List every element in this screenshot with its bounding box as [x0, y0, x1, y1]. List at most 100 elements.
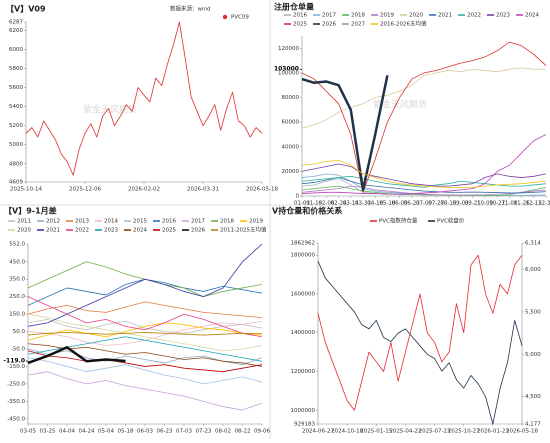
- legend-label: PVC09: [231, 15, 249, 21]
- legend-label: 2019: [380, 13, 394, 19]
- y-tick-label: 350.0: [9, 277, 25, 283]
- series-line: [301, 163, 547, 187]
- legend-label: 2025: [162, 228, 176, 234]
- legend-label: 2026: [191, 228, 205, 234]
- watermark: 紫金天风期货: [373, 99, 427, 111]
- series-line: [301, 67, 546, 129]
- legend-label: 2017: [322, 13, 336, 19]
- legend-label: 2023: [104, 228, 118, 234]
- y2-tick-label: 4,500: [525, 394, 541, 400]
- y-tick-label: 6200: [9, 28, 23, 34]
- legend-label: 2015: [133, 219, 147, 225]
- y-tick-label: 1200000: [291, 369, 316, 375]
- series-line: [27, 301, 263, 318]
- y-tick-label: 150.0: [9, 312, 25, 318]
- x-tick-label: 11-08: [501, 201, 517, 207]
- x-tick-label: 2026-05-18: [246, 187, 278, 193]
- legend-label: PVC收盘价: [437, 217, 465, 225]
- series-line: [301, 177, 547, 194]
- x-tick-label: 07-09: [416, 201, 432, 207]
- x-tick-label: 08-22: [235, 429, 251, 435]
- y-tick-label: 1862962: [291, 241, 316, 247]
- legend-label: 2023: [496, 13, 510, 19]
- legend-label: 2022: [75, 228, 89, 234]
- legend-label: 2020: [17, 228, 31, 234]
- y-tick-label: 1800000: [291, 253, 316, 259]
- x-tick-label: 05-18: [118, 429, 134, 435]
- y-tick-label: 6287: [9, 20, 23, 26]
- legend-label: 2021: [46, 228, 60, 234]
- legend-label: 2016: [293, 13, 307, 19]
- x-tick-label: 05-18: [379, 201, 395, 207]
- x-tick-label: 08-15: [440, 201, 456, 207]
- x-tick-label: 10-09: [477, 201, 493, 207]
- y-tick-label: 1600000: [291, 291, 316, 297]
- x-tick-label: 06-03: [137, 429, 153, 435]
- legend-marker: [222, 14, 228, 20]
- x-tick-label: 04-18: [367, 201, 383, 207]
- series-line: [301, 185, 547, 196]
- y-tick-label: 5800: [9, 66, 23, 72]
- x-tick-label: 02-06: [318, 201, 334, 207]
- legend-label: 2017: [191, 219, 205, 225]
- x-tick-label: 06-05: [392, 201, 408, 207]
- series-line: [27, 332, 263, 336]
- y-tick-label: -350.0: [7, 399, 25, 405]
- x-tick-label: 2026-02-02: [128, 187, 160, 193]
- y-tick-label: -50.0: [11, 347, 26, 353]
- chart-title: 注册仓单量: [274, 2, 314, 12]
- y-tick-label: 50.0: [13, 329, 26, 335]
- legend-label: 2018: [220, 219, 234, 225]
- x-tick-label: 09-03: [453, 201, 469, 207]
- series-line: [301, 134, 547, 195]
- y-tick-label: 4609: [9, 180, 23, 186]
- x-tick-label: 07-23: [196, 429, 212, 435]
- legend-label: 2016: [162, 219, 176, 225]
- y-tick-label: 80000: [282, 95, 300, 101]
- x-tick-label: 06-23: [157, 429, 173, 435]
- x-tick-label: 03-05: [20, 429, 36, 435]
- y-tick-label: 552.0: [9, 242, 25, 248]
- marker-label: -119.0: [4, 358, 25, 365]
- chart-title: 【V】V09: [6, 4, 46, 14]
- series-line: [301, 75, 389, 192]
- x-tick-label: 07-27: [428, 201, 444, 207]
- x-tick-label: 2024-10-18: [331, 429, 363, 435]
- y-tick-label: 20000: [282, 169, 300, 175]
- x-tick-label: 06-23: [404, 201, 420, 207]
- legend-label: 2013: [75, 219, 89, 225]
- y-tick-label: 5200: [9, 123, 23, 129]
- x-tick-label: 2026-03-31: [187, 187, 219, 193]
- x-tick-label: 03-25: [40, 429, 56, 435]
- series-line: [27, 343, 263, 367]
- series-line: [301, 185, 547, 196]
- y-tick-label: 450.0: [9, 259, 25, 265]
- chart-title: 【V】9-1月差: [4, 206, 57, 216]
- x-tick-label: 05-04: [98, 429, 114, 435]
- y2-tick-label: 4,177: [525, 422, 541, 428]
- y-tick-label: 5600: [9, 85, 23, 91]
- y-tick-label: -150.0: [7, 364, 25, 370]
- marker-label: 103000: [274, 66, 299, 73]
- series-line: [317, 254, 523, 411]
- x-tick-label: 01-01: [294, 201, 310, 207]
- legend-label: 2018: [351, 13, 365, 19]
- series-line: [301, 41, 547, 193]
- y-tick-label: 4800: [9, 161, 23, 167]
- x-tick-label: 2025-01-15: [360, 429, 392, 435]
- legend-label: 2022: [467, 13, 481, 19]
- x-tick-label: 01-19: [306, 201, 322, 207]
- series-line: [27, 322, 263, 341]
- x-tick-label: 11-26: [514, 201, 530, 207]
- x-tick-label: 09-21: [465, 201, 481, 207]
- legend-label: 2021: [438, 13, 452, 19]
- x-tick-label: 12-31: [538, 201, 550, 207]
- x-tick-label: 07-03: [176, 429, 192, 435]
- x-tick-label: 08-02: [215, 429, 231, 435]
- x-tick-label: 03-14: [343, 201, 359, 207]
- legend-label: 2012: [46, 219, 60, 225]
- legend-label: 2020: [409, 13, 423, 19]
- legend-label: 2024: [133, 228, 147, 234]
- legend-label: PVC指数持仓量: [379, 217, 418, 225]
- legend-label: 2014: [104, 219, 118, 225]
